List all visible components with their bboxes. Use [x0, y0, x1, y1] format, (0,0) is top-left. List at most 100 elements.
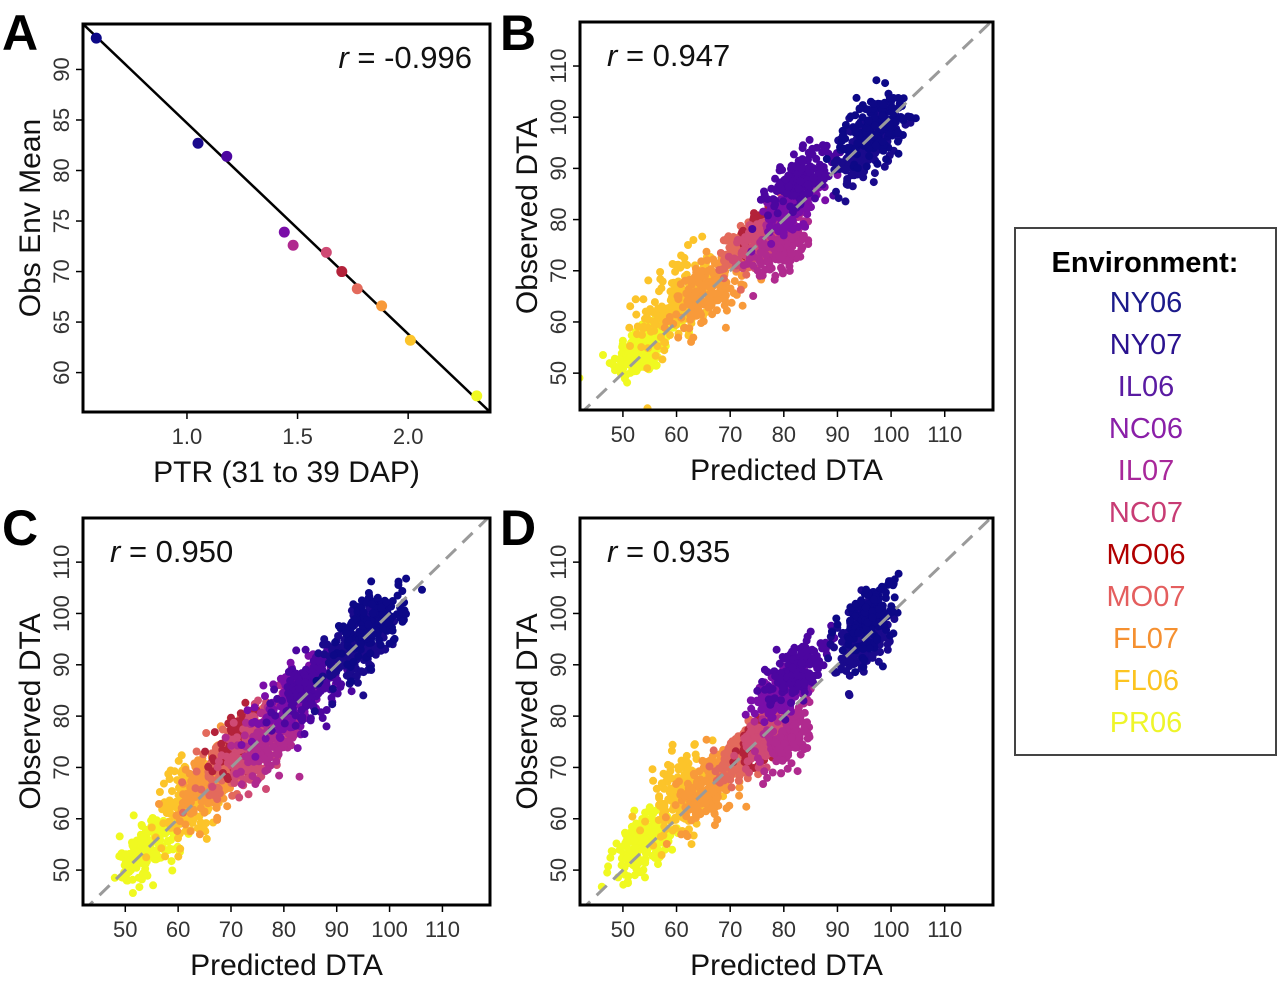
point-nc06 [248, 718, 257, 727]
point-pr06 [617, 843, 625, 852]
point-mo06 [226, 725, 235, 734]
point-ny06 [862, 162, 871, 171]
point-fl06 [682, 751, 691, 760]
point-fl07 [187, 777, 196, 786]
point-fl06 [655, 287, 663, 296]
point-pr06 [142, 870, 151, 879]
point-nc07 [254, 696, 262, 705]
point-fl07 [706, 756, 715, 765]
point-ny07 [328, 684, 337, 693]
point-fl06 [651, 321, 660, 330]
point-mo06 [236, 709, 245, 718]
point-fl07 [186, 798, 195, 807]
point-ny06 [367, 600, 376, 609]
point-fl06 [656, 275, 665, 284]
plot-frame [81, 516, 492, 907]
point-ny07 [838, 164, 847, 173]
point-fl07 [729, 289, 738, 298]
point-nc07 [251, 765, 260, 774]
point-fl06 [174, 852, 183, 861]
point-il06 [332, 677, 341, 686]
point-pr06 [152, 850, 161, 858]
point-ny06 [388, 626, 397, 635]
point-ny06 [839, 145, 848, 154]
point-mo07 [705, 762, 714, 771]
point-mo07 [722, 236, 731, 245]
point-fl06 [147, 823, 156, 832]
point-pr06 [668, 845, 677, 854]
point-nc07 [235, 793, 244, 802]
point-ny06 [359, 608, 368, 617]
point-ny06 [398, 587, 407, 595]
point-fl07 [223, 802, 232, 811]
point-mo06 [210, 728, 219, 737]
point-fl07 [707, 300, 716, 309]
y-tick-label: 70 [49, 755, 74, 779]
point-il07 [241, 752, 250, 761]
point-il07 [793, 767, 802, 776]
point-pr06 [621, 828, 629, 837]
point-ny07 [314, 649, 323, 658]
point-fl06 [698, 232, 707, 241]
x-tick-label: 110 [927, 422, 962, 447]
point-fl07 [675, 777, 683, 786]
point-mo07 [711, 767, 720, 776]
point-ny06 [418, 585, 426, 594]
point-pr06 [645, 803, 654, 812]
point-ny06 [822, 155, 831, 163]
panel-letter: C [2, 500, 38, 556]
point-mo07 [709, 746, 718, 755]
point-ny07 [842, 180, 851, 189]
x-tick-label: 100 [873, 422, 910, 447]
point-pr06 [603, 868, 612, 877]
point-fl07 [699, 317, 708, 326]
point-fl06 [683, 261, 692, 270]
point-fl06 [159, 779, 168, 788]
point-fl07 [155, 800, 163, 808]
point-ny07 [833, 156, 842, 165]
point-fl06 [647, 307, 656, 316]
point-pr06 [640, 835, 649, 844]
point-pr06 [618, 343, 627, 351]
point-fl07 [662, 840, 671, 848]
point-ny07 [319, 640, 327, 649]
point-ny06 [858, 113, 867, 122]
panel-d: 50 60 70 80 90 100 1105060708090100110Predicte… [500, 500, 995, 982]
point-il06 [314, 656, 323, 665]
y-axis-label: Observed DTA [511, 118, 544, 314]
x-tick-label: 110 [425, 917, 460, 942]
y-tick-label: 50 [546, 361, 571, 385]
point-il06 [770, 202, 779, 211]
point-fl07 [721, 323, 730, 332]
point-nc07 [230, 779, 239, 787]
point-pr06 [129, 811, 138, 820]
point-ny07 [880, 162, 889, 171]
point-fl07 [710, 821, 719, 830]
point-il06 [315, 664, 324, 673]
point-il07 [777, 769, 786, 778]
point-fl07 [705, 771, 714, 780]
point-nc07 [747, 727, 756, 735]
x-tick-label: 90 [825, 422, 849, 447]
point-il07 [240, 731, 249, 740]
point-ny06 [894, 149, 903, 158]
point-pr06 [632, 367, 641, 376]
point-fl07 [721, 785, 730, 794]
point-il06 [778, 165, 787, 174]
point-ny06 [851, 111, 860, 120]
point-nc07 [213, 763, 222, 772]
point-il06 [267, 708, 276, 717]
point-mo07 [722, 748, 731, 757]
point-fl07 [674, 333, 683, 342]
point-ny06 [398, 617, 407, 626]
point-ny06 [851, 125, 860, 134]
point-nc07 [745, 768, 753, 777]
point-nc07 [736, 236, 745, 245]
point-ny07 [359, 668, 368, 677]
point-pr06 [621, 870, 630, 879]
point-pr06 [605, 359, 614, 368]
point-ny06 [869, 99, 878, 108]
point-nc07 [262, 785, 270, 793]
point-fl07 [376, 300, 388, 312]
